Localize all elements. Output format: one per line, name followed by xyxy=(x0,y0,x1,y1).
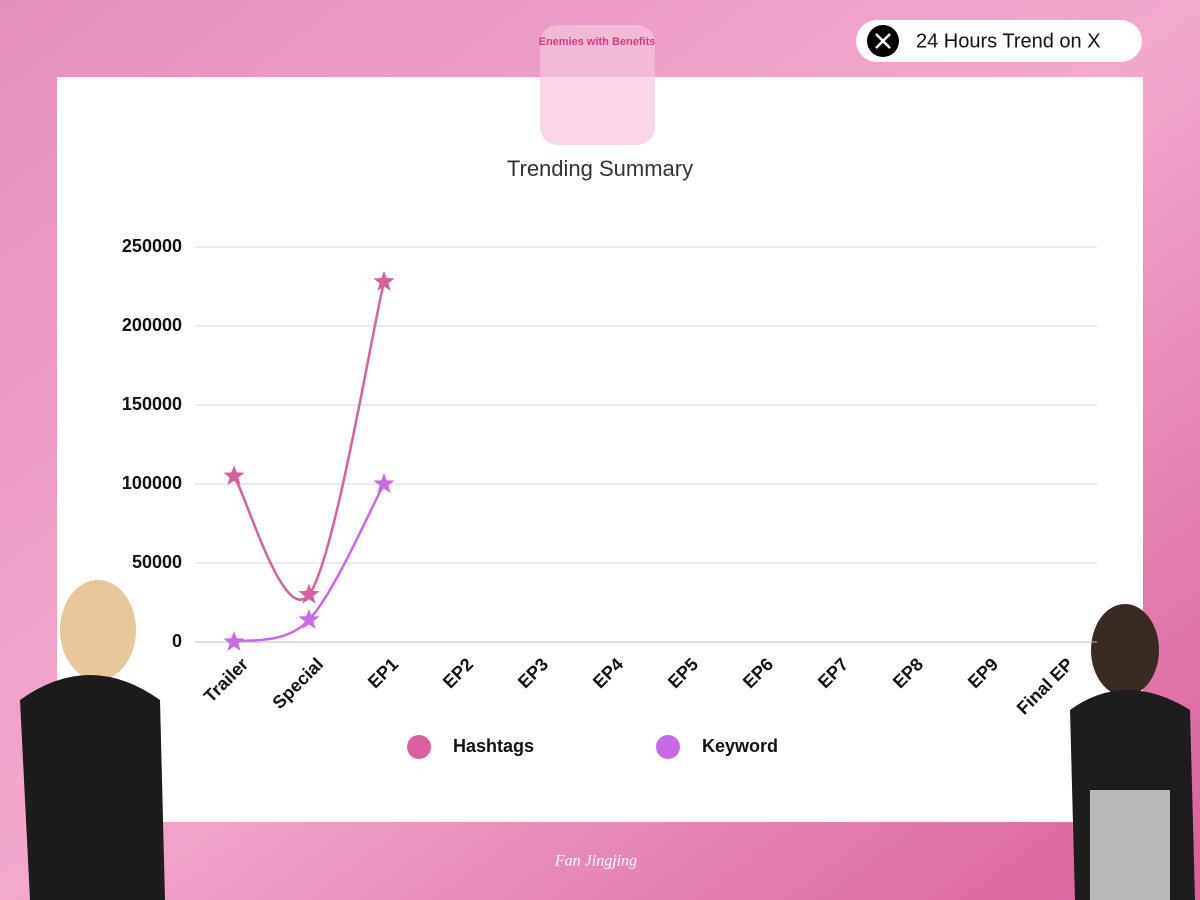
legend-label: Keyword xyxy=(702,736,778,756)
y-tick-label: 150000 xyxy=(122,394,182,414)
point-marker xyxy=(298,608,320,629)
y-tick-label: 200000 xyxy=(122,315,182,335)
y-tick-label: 250000 xyxy=(122,236,182,256)
point-marker xyxy=(298,583,320,604)
logo-text: Enemies with Benefits xyxy=(539,36,656,48)
logo: Enemies with Benefits xyxy=(539,25,656,145)
legend-label: Hashtags xyxy=(453,736,534,756)
series-line xyxy=(232,281,386,601)
y-tick-label: 0 xyxy=(172,631,182,651)
legend-swatch xyxy=(656,735,680,759)
legend-swatch xyxy=(407,735,431,759)
badge-text: 24 Hours Trend on X xyxy=(916,30,1101,52)
y-tick-label: 50000 xyxy=(132,552,182,572)
badge: 24 Hours Trend on X xyxy=(856,20,1142,62)
chart-title: Trending Summary xyxy=(507,156,693,181)
panel xyxy=(57,77,1143,822)
point-marker xyxy=(223,631,245,651)
figure-left xyxy=(20,580,165,900)
y-tick-label: 100000 xyxy=(122,473,182,493)
point-marker xyxy=(223,465,245,485)
figure-right xyxy=(1070,604,1195,900)
point-marker xyxy=(373,270,395,291)
watermark: Fan Jingjing xyxy=(554,853,637,870)
point-marker xyxy=(373,473,395,493)
